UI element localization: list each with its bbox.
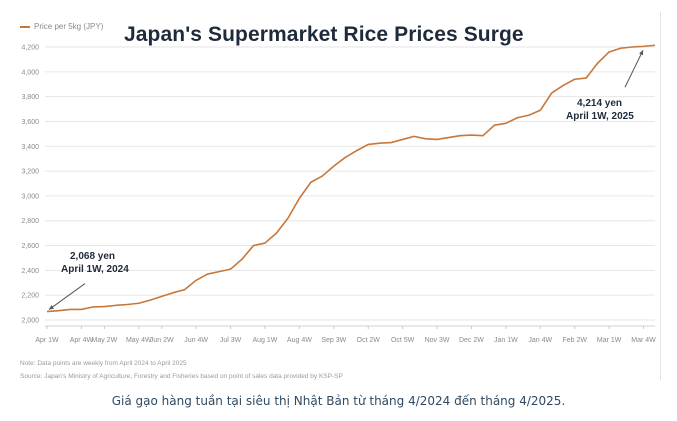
x-tick-label: Jun 2W <box>150 337 174 344</box>
y-tick-label: 3,600 <box>21 119 39 126</box>
x-tick-label: Sep 3W <box>321 337 346 344</box>
y-tick-label: 3,400 <box>21 144 39 151</box>
start-annotation-value: 2,068 yen <box>70 251 115 262</box>
x-tick-label: Jan 1W <box>494 337 518 344</box>
x-tick-label: Mar 4W <box>631 337 656 344</box>
y-tick-label: 4,200 <box>21 45 39 52</box>
chart-frame <box>10 12 661 380</box>
image-caption: Giá gạo hàng tuần tại siêu thị Nhật Bản … <box>111 394 566 408</box>
price-series-line <box>46 44 656 313</box>
chart-legend: Price per 5kg (JPY) <box>20 22 103 31</box>
x-tick-label: Jul 3W <box>220 337 242 344</box>
y-tick-label: 2,400 <box>21 268 39 275</box>
x-tick-label: Apr 1W <box>35 337 59 344</box>
x-tick-label: Jan 4W <box>528 337 552 344</box>
y-tick-label: 2,600 <box>21 243 39 250</box>
x-tick-label: Dec 2W <box>459 337 484 344</box>
x-tick-label: Feb 2W <box>562 337 587 344</box>
y-tick-label: 2,000 <box>21 318 39 325</box>
y-tick-label: 4,000 <box>21 69 39 76</box>
x-tick-label: Oct 5W <box>391 337 415 344</box>
end-annotation-arrow-head <box>639 50 643 56</box>
x-tick-label: Jun 4W <box>184 337 208 344</box>
y-tick-label: 3,800 <box>21 94 39 101</box>
chart-note: Note: Data points are weekly from April … <box>20 360 187 367</box>
start-annotation-date: April 1W, 2024 <box>61 264 129 275</box>
chart-source: Source: Japan's Ministry of Agriculture,… <box>20 373 343 380</box>
legend-label: Price per 5kg (JPY) <box>34 22 104 31</box>
x-tick-label: Oct 2W <box>357 337 381 344</box>
x-tick-label: Nov 3W <box>425 337 450 344</box>
x-tick-label: May 4W <box>126 337 152 344</box>
x-tick-label: Aug 1W <box>253 337 278 344</box>
x-tick-label: Mar 1W <box>597 337 622 344</box>
x-tick-label: Apr 4W <box>70 337 94 344</box>
start-annotation-arrow-head <box>49 305 54 310</box>
x-tick-label: Aug 4W <box>287 337 312 344</box>
y-tick-label: 2,200 <box>21 293 39 300</box>
y-tick-label: 2,800 <box>21 218 39 225</box>
start-annotation-arrow <box>48 283 86 310</box>
legend-swatch <box>20 25 30 28</box>
x-tick-label: May 2W <box>92 337 118 344</box>
end-annotation-date: April 1W, 2025 <box>566 111 634 122</box>
end-annotation-arrow <box>624 50 644 88</box>
y-tick-label: 3,200 <box>21 169 39 176</box>
end-annotation-value: 4,214 yen <box>577 98 622 109</box>
y-tick-label: 3,000 <box>21 193 39 200</box>
chart-title: Japan's Supermarket Rice Prices Surge <box>124 23 524 46</box>
